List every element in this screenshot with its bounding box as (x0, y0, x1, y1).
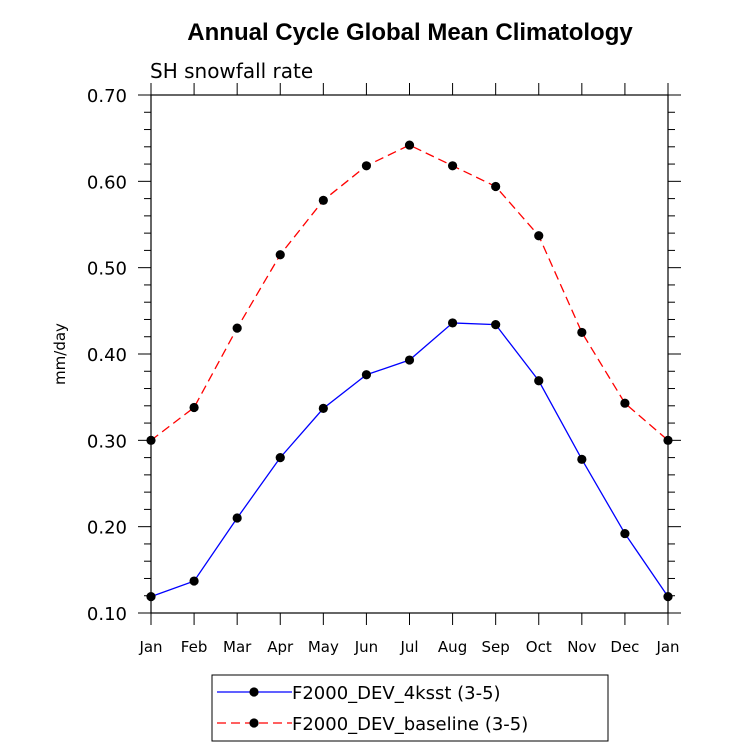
plot-area: 0.10 0.20 0.30 0.40 0.50 0.60 0.70 Jan Feb Mar Apr… (87, 83, 681, 656)
y-tick-label: 0.20 (87, 518, 127, 539)
legend-marker-1 (249, 718, 259, 728)
data-point (577, 454, 587, 464)
data-point (663, 435, 673, 445)
data-point (404, 140, 415, 150)
data-point (189, 402, 199, 413)
y-axis-label: mm/day (51, 323, 69, 385)
x-tick-label: Feb (181, 638, 208, 656)
x-tick-label: Oct (526, 638, 552, 656)
data-point (620, 528, 630, 539)
x-tick-label: Apr (267, 638, 294, 656)
data-point (620, 398, 630, 408)
legend-box (211, 674, 609, 742)
data-point (361, 370, 372, 380)
legend-label-0: F2000_DEV_4ksst (3-5) (292, 683, 501, 704)
plot-border (150, 94, 669, 614)
y-tick-label: 0.10 (87, 604, 127, 625)
data-point (189, 576, 199, 586)
y-tick-label: 0.60 (87, 172, 127, 193)
x-tick-label: Nov (567, 638, 596, 656)
legend-label-1: F2000_DEV_baseline (3-5) (292, 714, 528, 735)
data-point (404, 355, 415, 365)
data-point (577, 327, 587, 338)
data-point (447, 318, 458, 328)
y-ticks (138, 94, 681, 614)
data-point (663, 591, 673, 602)
x-tick-label: Jun (354, 638, 378, 656)
y-tick-label: 0.70 (87, 86, 127, 107)
data-point (232, 513, 242, 523)
data-point (146, 591, 156, 602)
data-point (232, 323, 242, 333)
y-tick-label: 0.30 (87, 431, 127, 452)
data-point (361, 161, 372, 171)
chart-subtitle: SH snowfall rate (150, 59, 313, 83)
x-tick-label: May (308, 638, 339, 656)
data-point (146, 435, 156, 445)
data-point (447, 161, 458, 171)
x-tick-label: Aug (438, 638, 467, 656)
data-point (534, 376, 544, 386)
x-tick-label: Sep (482, 638, 510, 656)
x-tick-label: Jan (655, 638, 679, 656)
data-point (318, 403, 328, 413)
x-tick-label: Jul (399, 638, 418, 656)
legend: F2000_DEV_4ksst (3-5) F2000_DEV_baseline … (211, 674, 609, 742)
series-line-1 (150, 144, 669, 441)
legend-marker-0 (249, 687, 259, 697)
y-tick-label: 0.40 (87, 345, 127, 366)
y-tick-label: 0.50 (87, 259, 127, 280)
x-tick-label: Jan (138, 638, 162, 656)
data-point (534, 231, 544, 241)
chart-title: Annual Cycle Global Mean Climatology (187, 19, 633, 46)
data-point (491, 181, 501, 192)
data-point (275, 250, 285, 260)
data-point (491, 320, 501, 330)
x-tick-label: Mar (223, 638, 252, 656)
x-tick-label: Dec (610, 638, 639, 656)
data-point (275, 453, 285, 463)
data-point (318, 195, 328, 205)
